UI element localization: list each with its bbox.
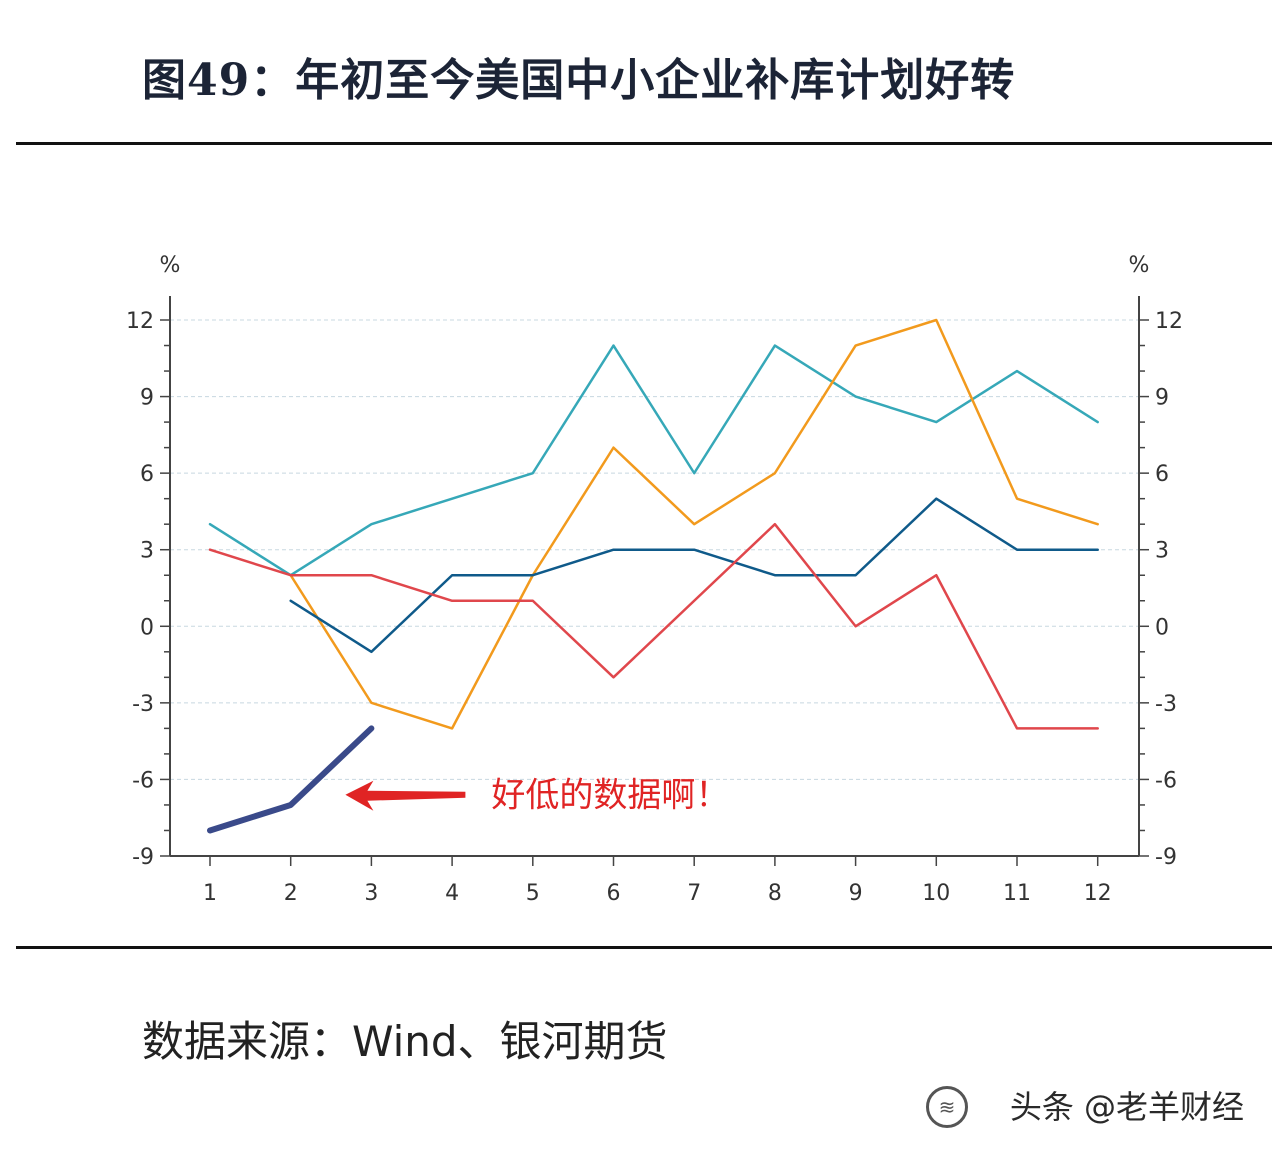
annotation-layer: 好低的数据啊！ xyxy=(345,776,729,816)
bottom-rule xyxy=(16,946,1272,949)
x-tick-label: 5 xyxy=(526,881,540,906)
right-tick-label: 12 xyxy=(1155,309,1183,334)
x-tick-label: 6 xyxy=(607,881,621,906)
x-tick-label: 3 xyxy=(364,881,378,906)
left-tick-label: 12 xyxy=(126,309,154,334)
x-tick-label: 7 xyxy=(687,881,701,906)
left-tick-label: 0 xyxy=(140,615,154,640)
series-line-red xyxy=(208,522,1099,730)
left-tick-label: -3 xyxy=(132,692,154,717)
watermark: 头条 @老羊财经 xyxy=(1009,1088,1244,1126)
left-tick-label: 6 xyxy=(140,462,154,487)
left-tick-label: 9 xyxy=(140,386,154,411)
right-tick-label: 6 xyxy=(1155,462,1169,487)
right-tick-label: -3 xyxy=(1155,692,1177,717)
right-tick-label: 3 xyxy=(1155,539,1169,564)
right-tick-label: -6 xyxy=(1155,768,1177,793)
left-tick-label: -9 xyxy=(132,845,154,870)
left-tick-label: 3 xyxy=(140,539,154,564)
right-tick-label: 9 xyxy=(1155,386,1169,411)
x-tick-label: 10 xyxy=(922,881,950,906)
x-tick-label: 4 xyxy=(445,881,459,906)
right-tick-label: -9 xyxy=(1155,845,1177,870)
top-rule xyxy=(16,142,1272,145)
x-tick-label: 12 xyxy=(1084,881,1112,906)
series-line-teal xyxy=(208,344,1099,577)
annotation-arrow xyxy=(345,780,466,811)
x-tick-label: 8 xyxy=(768,881,782,906)
x-tick-label: 2 xyxy=(284,881,298,906)
x-tick-label: 9 xyxy=(849,881,863,906)
right-tick-label: 0 xyxy=(1155,615,1169,640)
series-layer xyxy=(207,318,1099,834)
annotation-text: 好低的数据啊！ xyxy=(491,776,729,816)
data-source: 数据来源：Wind、银河期货 xyxy=(142,1017,668,1066)
series-line-dark_blue xyxy=(207,725,375,834)
x-tick-label: 11 xyxy=(1003,881,1031,906)
left-tick-label: -6 xyxy=(132,768,154,793)
chart-title: 图49：年初至今美国中小企业补库计划好转 xyxy=(142,55,1016,106)
watermark-icon: ≋ xyxy=(926,1086,968,1128)
right-axis-unit: % xyxy=(1129,253,1150,278)
left-axis-unit: % xyxy=(160,253,181,278)
series-line-orange xyxy=(289,318,1099,730)
x-tick-label: 1 xyxy=(203,881,217,906)
series-line-navy xyxy=(289,497,1099,654)
